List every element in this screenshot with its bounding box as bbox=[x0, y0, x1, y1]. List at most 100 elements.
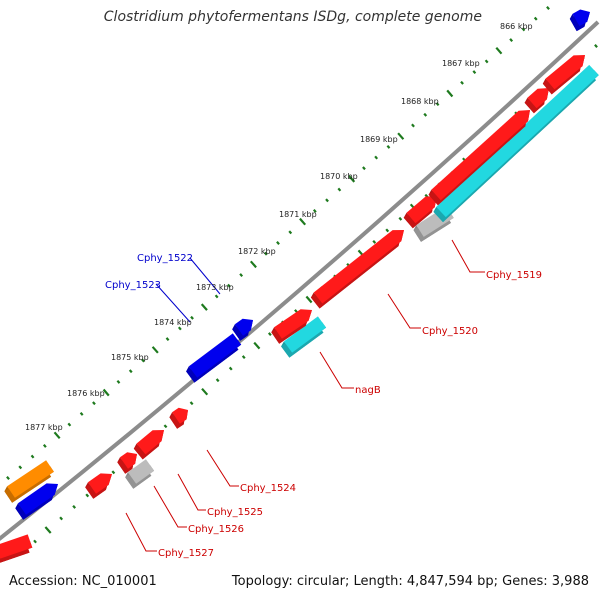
tick-label: 1874 kbp bbox=[154, 318, 192, 327]
minor-tick bbox=[411, 123, 415, 128]
leader-line bbox=[177, 473, 206, 511]
tick-label: 1873 kbp bbox=[196, 283, 234, 292]
gene-label[interactable]: Cphy_1520 bbox=[422, 326, 478, 337]
minor-tick bbox=[228, 366, 233, 371]
minor-tick bbox=[141, 358, 145, 363]
minor-tick bbox=[533, 16, 538, 21]
feature-blue-small[interactable] bbox=[232, 318, 253, 341]
minor-tick bbox=[594, 44, 598, 48]
feature-cphy-1519-part[interactable] bbox=[403, 196, 437, 229]
minor-tick bbox=[215, 378, 220, 383]
minor-tick bbox=[263, 251, 268, 256]
major-tick bbox=[200, 303, 208, 311]
minor-tick bbox=[288, 230, 293, 235]
feature-blue-top[interactable] bbox=[569, 9, 590, 32]
feature-cphy-1524[interactable] bbox=[169, 407, 188, 429]
major-tick bbox=[397, 132, 405, 140]
minor-tick bbox=[33, 539, 37, 544]
major-tick bbox=[348, 175, 356, 183]
gene-label[interactable]: Cphy_1524 bbox=[240, 483, 296, 494]
feature-cphy-1523[interactable] bbox=[15, 483, 59, 520]
minor-tick bbox=[111, 470, 116, 475]
feature-red-long[interactable] bbox=[428, 110, 530, 206]
leader-line bbox=[189, 257, 221, 295]
feature-gray-left[interactable] bbox=[125, 459, 155, 489]
feature-cphy-1519[interactable] bbox=[433, 64, 599, 223]
tick-label: 1876 kbp bbox=[67, 389, 105, 398]
major-tick bbox=[305, 295, 313, 304]
leader-line bbox=[153, 485, 187, 528]
tick-label: 1877 kbp bbox=[25, 423, 63, 432]
topology-text: Topology: circular; Length: 4,847,594 bp… bbox=[231, 574, 589, 589]
leader-line bbox=[125, 512, 157, 552]
gene-label[interactable]: Cphy_1523 bbox=[105, 280, 161, 291]
minor-tick bbox=[163, 424, 168, 429]
minor-tick bbox=[42, 443, 47, 448]
gene-label[interactable]: Cphy_1522 bbox=[137, 253, 193, 264]
minor-tick bbox=[484, 59, 489, 64]
minor-tick bbox=[423, 112, 428, 117]
major-tick bbox=[102, 388, 110, 397]
feature-cphy-1520[interactable] bbox=[310, 230, 404, 309]
feature-red-upper[interactable] bbox=[524, 88, 549, 114]
minor-tick bbox=[30, 454, 35, 459]
feature-nagB[interactable] bbox=[281, 316, 327, 358]
minor-tick bbox=[72, 504, 77, 509]
minor-tick bbox=[6, 476, 10, 480]
feature-cphy-1527[interactable] bbox=[85, 473, 112, 499]
feature-cphy-1525[interactable] bbox=[133, 430, 164, 460]
feature-track bbox=[0, 9, 599, 563]
feature-cphy-1522[interactable] bbox=[186, 333, 242, 383]
minor-tick bbox=[398, 216, 403, 221]
tick-label: 1872 kbp bbox=[238, 247, 276, 256]
tick-label: 866 kbp bbox=[500, 22, 533, 31]
minor-tick bbox=[362, 166, 366, 171]
tick-and-gene-labels: 866 kbp 1867 kbp 1868 kbp 1869 kbp 1870 kbp 1… bbox=[25, 22, 542, 559]
feature-orange[interactable] bbox=[4, 460, 54, 503]
minor-tick bbox=[214, 294, 219, 299]
gene-label[interactable]: Cphy_1525 bbox=[207, 507, 263, 518]
gene-label[interactable]: nagB bbox=[355, 385, 381, 396]
gene-label[interactable]: Cphy_1526 bbox=[188, 524, 244, 535]
outer-tick-track bbox=[6, 6, 550, 480]
tick-label: 1875 kbp bbox=[111, 353, 149, 362]
minor-tick bbox=[92, 401, 96, 406]
minor-tick bbox=[372, 239, 377, 244]
minor-tick bbox=[509, 38, 514, 43]
tick-label: 1870 kbp bbox=[320, 172, 358, 181]
gene-label[interactable]: Cphy_1519 bbox=[486, 270, 542, 281]
leader-line bbox=[155, 283, 191, 323]
minor-tick bbox=[386, 144, 391, 149]
minor-tick bbox=[227, 283, 231, 288]
minor-tick bbox=[546, 6, 550, 10]
major-tick bbox=[495, 46, 503, 55]
tick-label: 1868 kbp bbox=[401, 97, 439, 106]
minor-tick bbox=[177, 326, 182, 331]
tick-label: 1869 kbp bbox=[360, 135, 398, 144]
tick-label: 1867 kbp bbox=[442, 59, 480, 68]
gene-label[interactable]: Cphy_1527 bbox=[158, 548, 214, 559]
major-tick bbox=[53, 431, 61, 440]
major-tick bbox=[253, 341, 261, 350]
feature-red-top[interactable] bbox=[542, 55, 585, 95]
minor-tick bbox=[116, 379, 121, 384]
minor-tick bbox=[18, 465, 23, 470]
minor-tick bbox=[312, 208, 317, 213]
minor-tick bbox=[85, 493, 90, 498]
major-tick bbox=[201, 387, 209, 396]
leader-line bbox=[319, 351, 354, 389]
minor-tick bbox=[460, 80, 464, 85]
feature-red-bottom[interactable] bbox=[0, 534, 33, 563]
minor-tick bbox=[128, 369, 133, 374]
feature-red-mid[interactable] bbox=[271, 309, 312, 344]
minor-tick bbox=[165, 337, 170, 342]
major-tick bbox=[299, 217, 307, 226]
feature-cphy-1526[interactable] bbox=[117, 452, 137, 474]
minor-tick bbox=[190, 315, 194, 320]
tick-label: 1871 kbp bbox=[279, 210, 317, 219]
minor-tick bbox=[325, 198, 329, 203]
minor-tick bbox=[385, 228, 390, 233]
minor-tick bbox=[241, 355, 246, 360]
accession-text: Accession: NC_010001 bbox=[9, 574, 157, 589]
major-tick bbox=[446, 89, 454, 98]
